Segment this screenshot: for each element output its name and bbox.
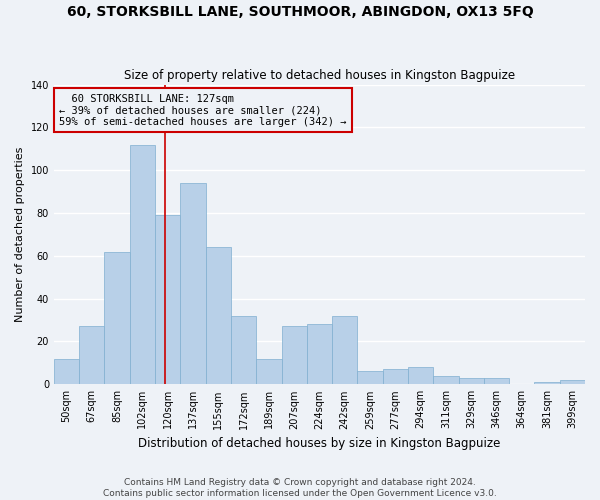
Bar (383, 370, 408, 384)
Bar (54, 358, 79, 384)
Bar (332, 316, 358, 384)
Bar (256, 358, 281, 384)
Bar (281, 326, 307, 384)
Title: Size of property relative to detached houses in Kingston Bagpuize: Size of property relative to detached ho… (124, 69, 515, 82)
Text: Contains HM Land Registry data © Crown copyright and database right 2024.
Contai: Contains HM Land Registry data © Crown c… (103, 478, 497, 498)
X-axis label: Distribution of detached houses by size in Kingston Bagpuize: Distribution of detached houses by size … (138, 437, 500, 450)
Bar (458, 378, 484, 384)
Bar (155, 215, 181, 384)
Y-axis label: Number of detached properties: Number of detached properties (15, 146, 25, 322)
Text: 60, STORKSBILL LANE, SOUTHMOOR, ABINGDON, OX13 5FQ: 60, STORKSBILL LANE, SOUTHMOOR, ABINGDON… (67, 5, 533, 19)
Bar (408, 367, 433, 384)
Bar (433, 376, 458, 384)
Bar (79, 326, 104, 384)
Bar (104, 252, 130, 384)
Bar (484, 378, 509, 384)
Bar (358, 372, 383, 384)
Bar (206, 248, 231, 384)
Bar (231, 316, 256, 384)
Bar (130, 144, 155, 384)
Bar (307, 324, 332, 384)
Bar (181, 183, 206, 384)
Bar (560, 380, 585, 384)
Text: 60 STORKSBILL LANE: 127sqm
← 39% of detached houses are smaller (224)
59% of sem: 60 STORKSBILL LANE: 127sqm ← 39% of deta… (59, 94, 347, 126)
Bar (535, 382, 560, 384)
